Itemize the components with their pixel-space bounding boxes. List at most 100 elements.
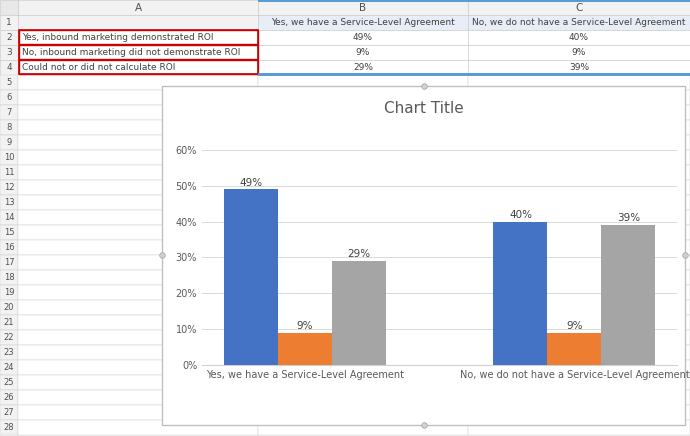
Bar — [0, 30, 18, 45]
Bar — [18, 45, 258, 60]
Text: 24: 24 — [3, 363, 14, 372]
Bar — [258, 360, 468, 375]
Bar — [18, 120, 258, 135]
Bar — [18, 225, 258, 240]
Bar — [468, 150, 690, 165]
Bar — [18, 240, 258, 255]
Bar — [0, 75, 18, 90]
Bar — [258, 225, 468, 240]
Bar — [258, 210, 468, 225]
Bar — [258, 420, 468, 435]
Bar — [258, 135, 468, 150]
Text: 4: 4 — [6, 63, 12, 72]
Bar — [258, 73, 468, 76]
Bar — [18, 315, 258, 330]
Bar — [18, 195, 258, 210]
Text: B: B — [359, 3, 366, 13]
Bar — [18, 270, 258, 285]
Text: 5: 5 — [6, 78, 12, 87]
Text: 19: 19 — [3, 288, 14, 297]
Bar — [258, 90, 468, 105]
Bar — [0, 285, 18, 300]
Bar — [468, 405, 690, 420]
Bar — [258, 255, 468, 270]
Bar — [18, 75, 258, 90]
Bar — [0, 60, 18, 75]
Bar — [468, 90, 690, 105]
Bar — [258, 15, 468, 30]
Bar — [18, 330, 258, 345]
Bar — [468, 330, 690, 345]
Bar — [0, 0, 18, 15]
Bar — [18, 60, 258, 75]
Bar — [258, 240, 468, 255]
Text: 26: 26 — [3, 393, 14, 402]
Text: 17: 17 — [3, 258, 14, 267]
Bar — [0, 315, 18, 330]
Text: 27: 27 — [3, 408, 14, 417]
Bar — [258, 285, 468, 300]
Bar — [18, 375, 258, 390]
Text: 9%: 9% — [566, 321, 582, 331]
Bar — [468, 300, 690, 315]
Bar — [0, 135, 18, 150]
Bar — [18, 0, 258, 15]
Text: 18: 18 — [3, 273, 14, 282]
Text: A: A — [135, 3, 141, 13]
Text: 39%: 39% — [569, 63, 589, 72]
Bar — [468, 225, 690, 240]
Bar — [0, 210, 18, 225]
Bar — [0, 390, 18, 405]
Bar — [468, 180, 690, 195]
Text: 11: 11 — [3, 168, 14, 177]
Bar — [0, 180, 18, 195]
Text: 40%: 40% — [569, 33, 589, 42]
Bar — [258, 390, 468, 405]
Bar — [18, 405, 258, 420]
Bar — [162, 86, 685, 425]
Text: 6: 6 — [6, 93, 12, 102]
Bar — [0, 165, 18, 180]
Bar — [547, 333, 602, 365]
Bar — [468, 45, 690, 60]
Text: 9%: 9% — [572, 48, 586, 57]
Bar — [0, 15, 18, 30]
Bar — [18, 285, 258, 300]
Bar — [18, 165, 258, 180]
Bar — [258, 300, 468, 315]
Bar — [468, 255, 690, 270]
Text: 12: 12 — [3, 183, 14, 192]
Bar — [468, 390, 690, 405]
Text: No, we do not have a Service-Level Agreement: No, we do not have a Service-Level Agree… — [472, 18, 686, 27]
Text: 15: 15 — [3, 228, 14, 237]
Bar — [258, 30, 468, 45]
Text: 39%: 39% — [617, 213, 640, 223]
Text: 2: 2 — [6, 33, 12, 42]
Bar — [468, 105, 690, 120]
Bar — [468, 73, 690, 76]
Bar — [0, 405, 18, 420]
Bar — [19, 31, 257, 75]
Text: 1: 1 — [6, 18, 12, 27]
Text: 21: 21 — [3, 318, 14, 327]
Bar — [468, 15, 690, 30]
Text: Yes, inbound marketing demonstrated ROI: Yes, inbound marketing demonstrated ROI — [22, 33, 213, 42]
Bar — [468, 0, 690, 15]
Bar — [0, 345, 18, 360]
Bar — [468, 240, 690, 255]
Bar — [468, 30, 690, 45]
Bar — [0, 300, 18, 315]
Bar — [258, 330, 468, 345]
Bar — [468, 345, 690, 360]
Bar — [468, 60, 690, 75]
Text: 9: 9 — [6, 138, 12, 147]
Text: Could not or did not calculate ROI: Could not or did not calculate ROI — [22, 63, 175, 72]
Bar — [468, 135, 690, 150]
Bar — [18, 135, 258, 150]
Bar — [0, 330, 18, 345]
Bar — [258, 180, 468, 195]
Bar — [468, 195, 690, 210]
Bar — [258, 375, 468, 390]
Bar — [19, 45, 257, 59]
Text: No, inbound marketing did not demonstrate ROI: No, inbound marketing did not demonstrat… — [22, 48, 240, 57]
